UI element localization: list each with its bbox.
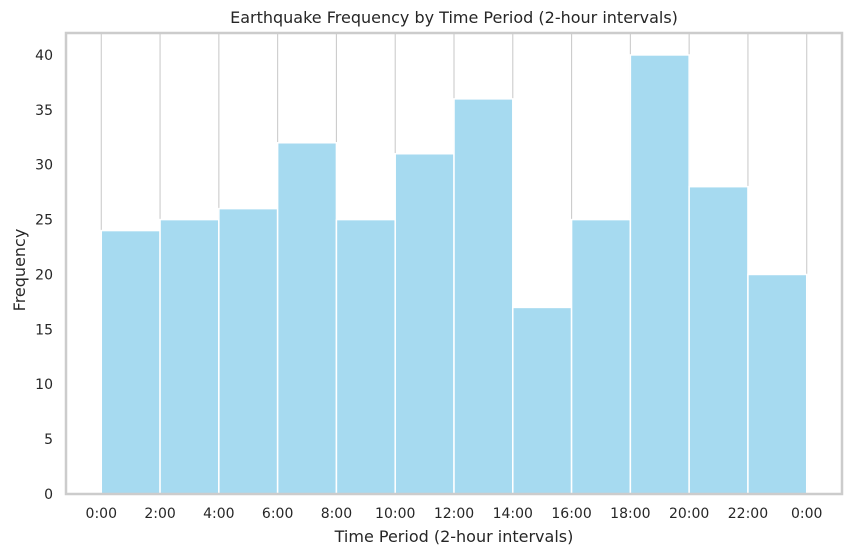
x-tick-label-4: 8:00 <box>321 506 352 522</box>
x-axis-ticks: 0:00 2:00 4:00 6:00 8:00 10:00 12:00 14:00 16:00… <box>86 506 823 522</box>
bar-8 <box>570 218 632 495</box>
bar-4 <box>335 218 396 495</box>
y-tick-label-1: 5 <box>44 432 53 448</box>
bars <box>100 54 808 495</box>
y-tick-label-5: 25 <box>35 213 53 229</box>
bar-3 <box>276 142 338 495</box>
bar-9 <box>629 54 690 495</box>
y-tick-label-6: 30 <box>35 158 53 174</box>
x-axis-label: Time Period (2-hour intervals) <box>334 527 574 546</box>
bar-11 <box>747 273 808 495</box>
bar-5 <box>394 152 455 495</box>
bar-1 <box>159 218 220 495</box>
y-axis-ticks: 0 5 10 15 20 25 30 35 40 <box>35 48 53 503</box>
x-tick-label-3: 6:00 <box>262 506 293 522</box>
x-tick-label-12: 0:00 <box>791 506 822 522</box>
chart-title: Earthquake Frequency by Time Period (2-h… <box>230 8 678 27</box>
bar-10 <box>688 185 749 495</box>
y-tick-label-8: 40 <box>35 48 53 64</box>
x-tick-label-10: 20:00 <box>669 506 709 522</box>
bar-0 <box>100 229 161 495</box>
y-axis-label: Frequency <box>10 229 29 312</box>
y-tick-label-2: 10 <box>35 377 53 393</box>
y-tick-label-4: 20 <box>35 267 53 283</box>
y-tick-label-0: 0 <box>44 487 53 503</box>
x-tick-label-8: 16:00 <box>551 506 591 522</box>
plot-frame <box>64 31 844 496</box>
y-tick-label-7: 35 <box>35 103 53 119</box>
y-tick-label-3: 15 <box>35 322 53 338</box>
x-tick-label-2: 4:00 <box>203 506 234 522</box>
bar-2 <box>218 207 279 495</box>
x-tick-label-1: 2:00 <box>144 506 175 522</box>
x-tick-label-9: 18:00 <box>610 506 650 522</box>
bar-7 <box>512 306 573 495</box>
x-tick-label-6: 12:00 <box>434 506 474 522</box>
x-tick-label-11: 22:00 <box>728 506 768 522</box>
x-tick-label-7: 14:00 <box>493 506 533 522</box>
x-tick-label-0: 0:00 <box>86 506 117 522</box>
bar-6 <box>453 98 514 495</box>
x-tick-label-5: 10:00 <box>375 506 415 522</box>
